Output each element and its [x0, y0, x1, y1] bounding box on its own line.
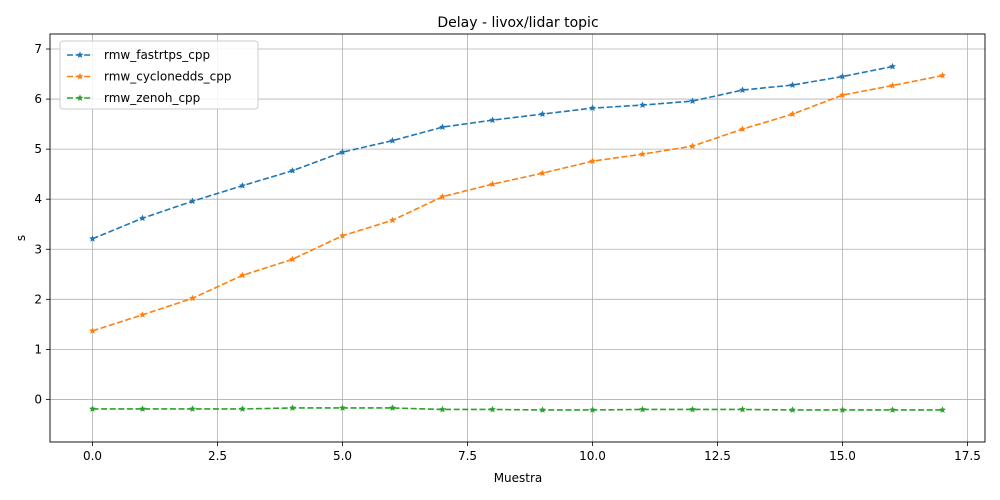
data-point — [888, 62, 897, 70]
data-point — [388, 136, 397, 144]
y-tick-label: 2 — [34, 292, 42, 306]
data-point — [238, 271, 247, 279]
data-point — [338, 232, 347, 239]
y-tick-label: 0 — [34, 392, 42, 406]
legend-item: rmw_cyclonedds_cpp — [67, 70, 232, 84]
series-rmw-fastrtps-cpp — [88, 62, 897, 242]
data-point — [188, 294, 197, 302]
x-tick-label: 7.5 — [458, 449, 477, 463]
data-point — [138, 311, 147, 318]
data-point — [188, 405, 197, 412]
data-point — [588, 406, 597, 413]
data-point — [588, 157, 597, 165]
x-tick-label: 15.0 — [829, 449, 856, 463]
data-point — [888, 81, 897, 89]
data-point — [688, 405, 697, 413]
data-point — [138, 214, 147, 222]
legend-label: rmw_cyclonedds_cpp — [104, 70, 232, 84]
y-axis-label: s — [14, 235, 28, 241]
y-tick-label: 4 — [34, 192, 42, 206]
data-point — [788, 110, 797, 118]
series-rmw-cyclonedds-cpp — [88, 71, 947, 334]
data-point — [338, 148, 347, 156]
data-point — [838, 406, 847, 413]
legend-marker — [76, 94, 84, 102]
data-point — [338, 404, 347, 411]
data-point — [738, 86, 747, 94]
data-point — [438, 192, 447, 200]
y-tick-label: 6 — [34, 92, 42, 106]
data-point — [838, 91, 847, 99]
series-line — [92, 407, 943, 411]
chart-title: Delay - livox/lidar topic — [437, 15, 598, 31]
legend-item: rmw_zenoh_cpp — [67, 91, 200, 105]
legend-label: rmw_fastrtps_cpp — [104, 48, 210, 62]
x-tick-label: 10.0 — [579, 449, 606, 463]
axis-ticks: 0.0 2.5 5.0 7.5 10.0 12.5 15.0 17.5 0 1 2 3 4 5 6 7 — [34, 42, 981, 463]
plot-area-frame — [49, 33, 986, 443]
x-tick-label: 5.0 — [333, 449, 352, 463]
data-point — [638, 150, 647, 158]
data-point — [538, 110, 547, 118]
data-point — [88, 405, 97, 412]
data-point — [388, 404, 397, 411]
data-point — [638, 101, 647, 109]
data-point — [238, 181, 247, 189]
x-tick-label: 17.5 — [954, 449, 981, 463]
legend: rmw_fastrtps_cpp rmw_cyclonedds_cpp rmw_ze… — [59, 40, 259, 110]
data-point — [538, 406, 547, 413]
x-tick-label: 12.5 — [704, 449, 731, 463]
data-point — [388, 216, 397, 224]
data-point — [538, 169, 547, 177]
series-rmw-zenoh-cpp — [88, 404, 947, 413]
data-point — [588, 104, 597, 112]
data-point — [88, 235, 97, 242]
data-point — [238, 405, 247, 412]
grid-lines — [50, 34, 985, 442]
legend-item: rmw_fastrtps_cpp — [67, 48, 210, 62]
data-point — [788, 406, 797, 413]
data-point — [938, 406, 947, 413]
data-point — [838, 72, 847, 80]
series-layer — [88, 62, 947, 413]
data-point — [488, 405, 497, 413]
legend-box — [59, 40, 259, 110]
x-axis-label: Muestra — [494, 471, 543, 485]
legend-marker — [76, 51, 84, 59]
data-point — [638, 405, 647, 413]
data-point — [788, 81, 797, 89]
data-point — [188, 197, 197, 205]
series-line — [92, 74, 943, 332]
data-point — [288, 255, 297, 263]
x-tick-label: 0.0 — [83, 449, 102, 463]
y-tick-label: 3 — [34, 242, 42, 256]
data-point — [438, 123, 447, 131]
data-point — [688, 142, 697, 150]
data-point — [488, 116, 497, 124]
legend-label: rmw_zenoh_cpp — [104, 91, 200, 105]
data-point — [138, 405, 147, 412]
y-tick-label: 1 — [34, 342, 42, 356]
data-point — [888, 406, 897, 413]
data-point — [938, 71, 947, 79]
data-point — [488, 180, 497, 188]
y-tick-label: 5 — [34, 142, 42, 156]
data-point — [438, 405, 447, 413]
legend-marker — [76, 72, 84, 80]
data-point — [288, 166, 297, 174]
data-point — [738, 125, 747, 133]
data-point — [688, 97, 697, 105]
data-point — [288, 404, 297, 411]
data-point — [738, 405, 747, 413]
y-tick-label: 7 — [34, 42, 42, 56]
x-tick-label: 2.5 — [208, 449, 227, 463]
data-point — [88, 327, 97, 334]
